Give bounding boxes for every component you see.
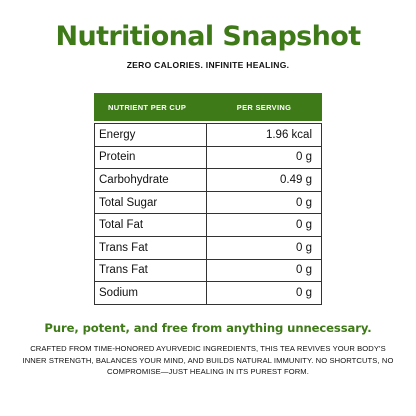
page-title: Nutritional Snapshot bbox=[55, 21, 361, 52]
nutrient-value: 0 g bbox=[296, 151, 312, 164]
nutrient-name: Carbohydrate bbox=[95, 169, 207, 191]
nutrition-table: NUTRIENT PER CUP PER SERVING Energy 1.96… bbox=[94, 93, 322, 305]
table-row: Protein 0 g bbox=[95, 146, 321, 170]
nutrient-name: Total Fat bbox=[95, 214, 207, 236]
nutrient-value: 0 g bbox=[296, 286, 312, 299]
table-row: Carbohydrate 0.49 g bbox=[95, 169, 321, 192]
nutrient-name: Trans Fat bbox=[95, 259, 207, 282]
table-row: Trans Fat 0 g bbox=[95, 236, 321, 260]
nutrient-value: 0 g bbox=[296, 219, 312, 232]
nutrition-table-header: NUTRIENT PER CUP PER SERVING bbox=[94, 93, 322, 121]
header-serving: PER SERVING bbox=[236, 102, 292, 112]
table-row: Total Fat 0 g bbox=[95, 214, 321, 237]
tagline: Pure, potent, and free from anything unn… bbox=[44, 321, 372, 335]
page-subtitle: ZERO CALORIES. INFINITE HEALING. bbox=[126, 60, 290, 70]
table-row: Sodium 0 g bbox=[95, 282, 321, 304]
nutrient-value: 0 g bbox=[296, 196, 312, 209]
nutrition-table-body: Energy 1.96 kcal Protein 0 g Carbohydrat… bbox=[94, 123, 322, 305]
nutrient-name: Sodium bbox=[95, 282, 207, 304]
nutrient-name: Protein bbox=[95, 146, 207, 169]
header-nutrient: NUTRIENT PER CUP bbox=[108, 102, 187, 112]
nutrient-value: 0 g bbox=[296, 241, 312, 254]
nutrient-value: 0 g bbox=[296, 264, 312, 277]
nutrient-value: 1.96 kcal bbox=[265, 128, 312, 141]
nutrient-name: Energy bbox=[95, 124, 207, 146]
nutrient-name: Total Sugar bbox=[95, 191, 207, 214]
nutrient-name: Trans Fat bbox=[95, 236, 207, 259]
nutrient-value: 0.49 g bbox=[280, 173, 312, 186]
table-row: Total Sugar 0 g bbox=[95, 191, 321, 215]
table-row: Trans Fat 0 g bbox=[95, 259, 321, 283]
description: CRAFTED FROM TIME-HONORED AYURVEDIC INGR… bbox=[22, 344, 394, 376]
table-row: Energy 1.96 kcal bbox=[95, 124, 321, 147]
